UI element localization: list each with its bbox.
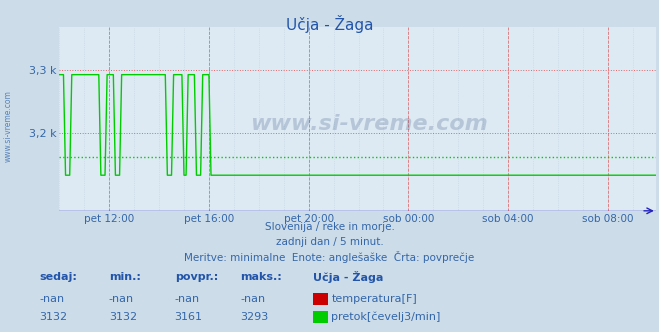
Text: www.si-vreme.com: www.si-vreme.com: [4, 90, 13, 162]
Text: 3132: 3132: [40, 312, 68, 322]
Text: -nan: -nan: [241, 294, 266, 304]
Text: 3161: 3161: [175, 312, 202, 322]
Text: www.si-vreme.com: www.si-vreme.com: [250, 114, 488, 134]
Text: Učja - Žaga: Učja - Žaga: [313, 271, 384, 283]
Text: -nan: -nan: [109, 294, 134, 304]
Text: Slovenija / reke in morje.: Slovenija / reke in morje.: [264, 222, 395, 232]
Text: temperatura[F]: temperatura[F]: [331, 294, 417, 304]
Text: -nan: -nan: [175, 294, 200, 304]
Text: 3293: 3293: [241, 312, 269, 322]
Text: sedaj:: sedaj:: [40, 272, 77, 282]
Text: min.:: min.:: [109, 272, 140, 282]
Text: -nan: -nan: [40, 294, 65, 304]
Text: pretok[čevelj3/min]: pretok[čevelj3/min]: [331, 312, 441, 322]
Text: maks.:: maks.:: [241, 272, 282, 282]
Text: Učja - Žaga: Učja - Žaga: [286, 15, 373, 33]
Text: 3132: 3132: [109, 312, 137, 322]
Text: povpr.:: povpr.:: [175, 272, 218, 282]
Text: zadnji dan / 5 minut.: zadnji dan / 5 minut.: [275, 237, 384, 247]
Text: Meritve: minimalne  Enote: anglešaške  Črta: povprečje: Meritve: minimalne Enote: anglešaške Črt…: [185, 251, 474, 263]
